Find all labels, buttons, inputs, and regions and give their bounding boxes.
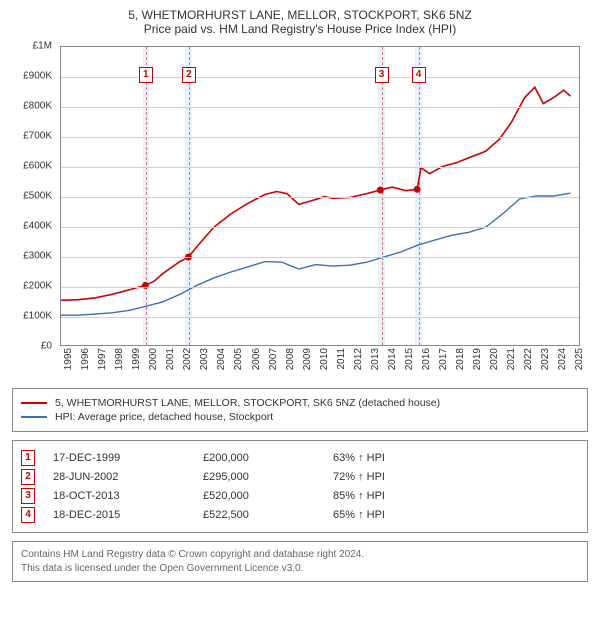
x-tick-label: 2014: [387, 348, 398, 370]
x-tick-label: 2024: [557, 348, 568, 370]
legend-item: 5, WHETMORHURST LANE, MELLOR, STOCKPORT,…: [21, 397, 579, 409]
sale-price: £522,500: [203, 509, 333, 521]
gridline: [61, 197, 579, 198]
chart-title-address: 5, WHETMORHURST LANE, MELLOR, STOCKPORT,…: [12, 8, 588, 22]
sale-date: 18-DEC-2015: [53, 509, 203, 521]
x-tick-label: 2016: [421, 348, 432, 370]
table-row: 3 18-OCT-2013£520,00085% ↑ HPI: [21, 488, 579, 504]
sale-date: 17-DEC-1999: [53, 452, 203, 464]
x-tick-label: 2012: [353, 348, 364, 370]
x-tick-label: 2008: [285, 348, 296, 370]
x-tick-label: 1998: [114, 348, 125, 370]
series-hpi: [61, 193, 571, 315]
attribution: Contains HM Land Registry data © Crown c…: [12, 541, 588, 582]
event-marker: 3: [21, 488, 35, 504]
chart-svg: [61, 47, 579, 345]
x-tick-label: 1999: [131, 348, 142, 370]
gridline: [61, 257, 579, 258]
sale-vs-hpi: 65% ↑ HPI: [333, 509, 385, 521]
series-price_paid: [61, 87, 571, 300]
x-tick-label: 2003: [199, 348, 210, 370]
sale-dot: [414, 186, 421, 193]
x-tick-label: 2017: [438, 348, 449, 370]
event-marker: 1: [21, 450, 35, 466]
plot-area: 1 2 3 4: [60, 46, 580, 346]
x-tick-label: 2025: [574, 348, 585, 370]
y-tick-label: £300K: [23, 251, 52, 262]
y-tick-label: £900K: [23, 71, 52, 82]
sale-price: £295,000: [203, 471, 333, 483]
x-tick-label: 2015: [404, 348, 415, 370]
event-marker: 2: [182, 67, 196, 83]
x-tick-label: 2011: [336, 348, 347, 370]
legend-item: HPI: Average price, detached house, Stoc…: [21, 411, 579, 423]
gridline: [61, 317, 579, 318]
chart-title-block: 5, WHETMORHURST LANE, MELLOR, STOCKPORT,…: [12, 8, 588, 36]
sale-vs-hpi: 63% ↑ HPI: [333, 452, 385, 464]
sale-price: £520,000: [203, 490, 333, 502]
x-tick-label: 2018: [455, 348, 466, 370]
legend-label: 5, WHETMORHURST LANE, MELLOR, STOCKPORT,…: [55, 397, 440, 409]
y-tick-label: £0: [41, 341, 52, 352]
legend-label: HPI: Average price, detached house, Stoc…: [55, 411, 273, 423]
x-tick-label: 2000: [148, 348, 159, 370]
event-marker: 4: [412, 67, 426, 83]
sale-dot: [377, 187, 384, 194]
x-tick-label: 1997: [97, 348, 108, 370]
sale-date: 18-OCT-2013: [53, 490, 203, 502]
y-tick-label: £400K: [23, 221, 52, 232]
sales-table: 1 17-DEC-1999£200,00063% ↑ HPI 2 28-JUN-200…: [12, 440, 588, 533]
gridline: [61, 107, 579, 108]
x-tick-label: 2019: [472, 348, 483, 370]
sale-date: 28-JUN-2002: [53, 471, 203, 483]
table-row: 4 18-DEC-2015£522,50065% ↑ HPI: [21, 507, 579, 523]
table-row: 2 28-JUN-2002£295,00072% ↑ HPI: [21, 469, 579, 485]
x-tick-label: 2020: [489, 348, 500, 370]
event-marker: 1: [139, 67, 153, 83]
y-tick-label: £1M: [33, 41, 52, 52]
chart-title-subtitle: Price paid vs. HM Land Registry's House …: [12, 22, 588, 36]
gridline: [61, 227, 579, 228]
x-tick-label: 1996: [80, 348, 91, 370]
sale-vs-hpi: 85% ↑ HPI: [333, 490, 385, 502]
sale-vs-hpi: 72% ↑ HPI: [333, 471, 385, 483]
root: 5, WHETMORHURST LANE, MELLOR, STOCKPORT,…: [0, 0, 600, 592]
legend-swatch-red: [21, 402, 47, 404]
x-tick-label: 2007: [268, 348, 279, 370]
legend-swatch-blue: [21, 416, 47, 418]
sale-price: £200,000: [203, 452, 333, 464]
chart: £0 £100K £200K £300K £400K £500K £600K £700K £80…: [12, 42, 588, 382]
event-marker: 4: [21, 507, 35, 523]
attribution-line: This data is licensed under the Open Gov…: [21, 562, 579, 576]
x-tick-label: 2001: [165, 348, 176, 370]
y-tick-label: £100K: [23, 311, 52, 322]
x-tick-label: 2006: [251, 348, 262, 370]
legend: 5, WHETMORHURST LANE, MELLOR, STOCKPORT,…: [12, 388, 588, 432]
x-tick-label: 2002: [182, 348, 193, 370]
gridline: [61, 167, 579, 168]
event-marker: 3: [375, 67, 389, 83]
y-tick-label: £600K: [23, 161, 52, 172]
y-tick-label: £500K: [23, 191, 52, 202]
gridline: [61, 287, 579, 288]
gridline: [61, 137, 579, 138]
x-tick-label: 2023: [540, 348, 551, 370]
y-tick-label: £200K: [23, 281, 52, 292]
x-tick-label: 2013: [370, 348, 381, 370]
table-row: 1 17-DEC-1999£200,00063% ↑ HPI: [21, 450, 579, 466]
attribution-line: Contains HM Land Registry data © Crown c…: [21, 548, 579, 562]
x-tick-label: 2022: [523, 348, 534, 370]
x-tick-label: 2004: [216, 348, 227, 370]
x-tick-label: 2005: [233, 348, 244, 370]
x-tick-label: 2009: [302, 348, 313, 370]
x-tick-label: 2021: [506, 348, 517, 370]
y-tick-label: £800K: [23, 101, 52, 112]
y-tick-label: £700K: [23, 131, 52, 142]
x-tick-label: 1995: [63, 348, 74, 370]
event-marker: 2: [21, 469, 35, 485]
x-axis-labels: 1995 1996 1997 1998 1999 2000 2001 2002 2003 2004…: [60, 348, 580, 380]
y-axis-labels: £0£100K£200K£300K£400K£500K£600K£700K£80…: [12, 46, 56, 346]
x-tick-label: 2010: [319, 348, 330, 370]
